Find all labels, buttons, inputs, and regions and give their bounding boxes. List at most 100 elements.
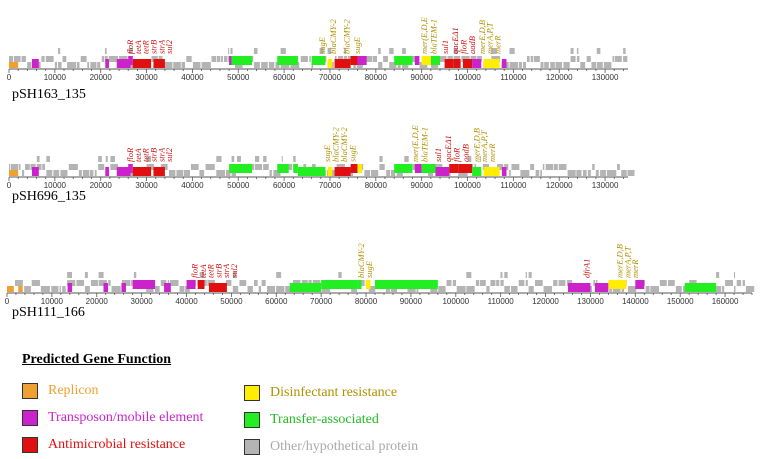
disinfectant-swatch bbox=[244, 385, 260, 401]
gene-annotation: blaTEM-1 bbox=[420, 127, 430, 162]
gene-annotation: merE,D,B bbox=[471, 128, 481, 162]
gene-block bbox=[58, 48, 61, 54]
gene-block bbox=[201, 62, 211, 68]
gene-annotation: sugE bbox=[322, 144, 332, 162]
gene-block bbox=[82, 170, 90, 176]
gene-block bbox=[390, 170, 396, 176]
gene-amr bbox=[153, 167, 165, 176]
gene-block bbox=[453, 48, 458, 54]
gene-block bbox=[600, 170, 606, 176]
gene-annotation: sul1 bbox=[433, 148, 443, 162]
gene-annotation: tetA bbox=[133, 40, 143, 54]
gene-block bbox=[268, 62, 275, 68]
tick-label: 0 bbox=[7, 73, 12, 82]
tick-label: 80000 bbox=[355, 297, 378, 306]
tick-label: 10000 bbox=[44, 181, 67, 190]
gene-block bbox=[53, 170, 60, 176]
gene-block bbox=[542, 164, 545, 170]
tick-label: 80000 bbox=[365, 181, 388, 190]
gene-transfer bbox=[375, 280, 438, 289]
gene-block bbox=[363, 56, 373, 62]
gene-block bbox=[133, 272, 137, 278]
gene-replicon bbox=[7, 286, 14, 292]
gene-amr bbox=[453, 59, 461, 68]
gene-block bbox=[98, 164, 105, 170]
gene-disinfectant bbox=[327, 167, 333, 176]
gene-transposon bbox=[128, 56, 133, 65]
gene-block bbox=[379, 156, 383, 162]
gene-transposon bbox=[116, 167, 131, 176]
gene-block bbox=[36, 156, 40, 162]
legend-item-disinfectant: Disinfectant resistance bbox=[244, 384, 397, 402]
gene-block bbox=[623, 48, 626, 54]
gene-disinfectant bbox=[421, 56, 431, 65]
gene-block bbox=[101, 56, 105, 62]
gene-block bbox=[627, 170, 635, 176]
gene-block bbox=[596, 62, 603, 68]
gene-block bbox=[232, 286, 239, 292]
legend-item-replicon: Replicon bbox=[22, 382, 99, 400]
gene-block bbox=[228, 56, 230, 62]
gene-block bbox=[205, 164, 215, 170]
tick-label: 150000 bbox=[667, 297, 694, 306]
gene-block bbox=[223, 56, 228, 62]
gene-block bbox=[378, 48, 381, 54]
gene-transposon bbox=[472, 59, 482, 68]
plasmid-maps: 0 10000 20000 30000 40000 50000 60000 70000 8000… bbox=[5, 16, 755, 306]
tick-label: 50000 bbox=[227, 181, 250, 190]
gene-block bbox=[60, 170, 68, 176]
gene-block bbox=[722, 286, 725, 292]
gene-block bbox=[540, 170, 542, 176]
gene-transfer bbox=[277, 56, 298, 65]
other-swatch bbox=[244, 439, 260, 455]
gene-block bbox=[41, 56, 45, 62]
gene-amr bbox=[208, 283, 227, 292]
plasmid-track-2: 0 10000 20000 30000 40000 50000 60000 70000 8000… bbox=[5, 242, 755, 306]
gene-block bbox=[509, 170, 511, 176]
legend-item-other: Other/hypothetical protein bbox=[244, 438, 418, 456]
plasmid-name-psh163: pSH163_135 bbox=[12, 87, 86, 102]
gene-replicon bbox=[9, 62, 19, 68]
gene-block bbox=[553, 280, 558, 286]
legend-label-other: Other/hypothetical protein bbox=[270, 439, 419, 454]
gene-annotation: merE,D,B bbox=[615, 244, 625, 278]
gene-annotation: tetR bbox=[205, 264, 215, 278]
gene-annotation: qacEΔ1 bbox=[450, 27, 460, 54]
gene-block bbox=[190, 164, 199, 170]
legend-label-replicon: Replicon bbox=[48, 383, 99, 398]
gene-block bbox=[402, 48, 406, 54]
gene-block bbox=[530, 56, 534, 62]
gene-block bbox=[612, 56, 615, 62]
tick-label: 80000 bbox=[365, 73, 388, 82]
gene-transposon bbox=[105, 59, 109, 68]
gene-annotation: floR bbox=[459, 39, 469, 54]
gene-block bbox=[526, 56, 530, 62]
gene-block bbox=[27, 62, 32, 68]
gene-block bbox=[59, 286, 61, 292]
gene-block bbox=[51, 286, 59, 292]
gene-amr bbox=[334, 59, 351, 68]
gene-transposon bbox=[357, 56, 367, 65]
gene-annotation: strB bbox=[149, 40, 159, 54]
gene-amr bbox=[334, 167, 351, 176]
gene-block bbox=[344, 48, 346, 54]
tick-label: 120000 bbox=[546, 181, 573, 190]
gene-amr bbox=[153, 59, 165, 68]
gene-block bbox=[231, 156, 235, 162]
gene-replicon bbox=[9, 170, 19, 176]
gene-block bbox=[543, 286, 552, 292]
gene-annotation: floR bbox=[190, 263, 200, 278]
gene-block bbox=[146, 156, 152, 162]
gene-annotation: sul2 bbox=[229, 263, 239, 278]
legend-label-transfer: Transfer-associated bbox=[270, 412, 379, 427]
gene-block bbox=[645, 286, 650, 292]
gene-transposon bbox=[414, 164, 422, 173]
gene-block bbox=[67, 272, 73, 278]
tick-label: 90000 bbox=[411, 73, 434, 82]
legend-item-transfer: Transfer-associated bbox=[244, 411, 379, 429]
gene-block bbox=[500, 280, 504, 286]
gene-block bbox=[490, 280, 496, 286]
gene-block bbox=[606, 170, 617, 176]
gene-block bbox=[10, 164, 19, 170]
gene-block bbox=[154, 286, 160, 292]
